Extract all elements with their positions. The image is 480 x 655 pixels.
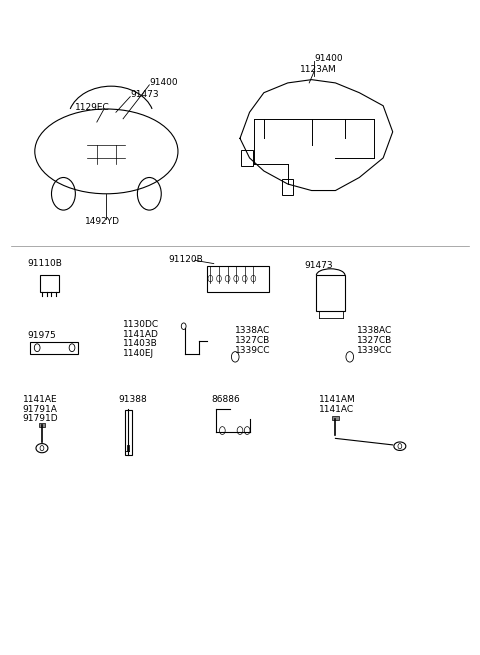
Text: 91388: 91388 xyxy=(118,395,147,403)
Bar xyxy=(206,265,269,291)
Text: 1141AE: 1141AE xyxy=(23,395,58,403)
Text: 91110B: 91110B xyxy=(28,259,62,268)
Text: 1141AC: 1141AC xyxy=(319,405,354,413)
Text: 1130DC: 1130DC xyxy=(123,320,159,329)
Bar xyxy=(124,410,132,455)
Text: 91400: 91400 xyxy=(314,54,343,64)
Text: 91791A: 91791A xyxy=(23,405,58,413)
Text: 1492YD: 1492YD xyxy=(85,217,120,226)
Text: 91120B: 91120B xyxy=(168,255,203,263)
Text: 91473: 91473 xyxy=(130,90,159,99)
Bar xyxy=(38,422,45,426)
Text: 1129EC: 1129EC xyxy=(75,103,110,111)
Text: 1338AC: 1338AC xyxy=(235,326,270,335)
Text: 1339CC: 1339CC xyxy=(357,346,393,355)
Text: 1339CC: 1339CC xyxy=(235,346,271,355)
Text: 1327CB: 1327CB xyxy=(357,336,392,345)
Text: 1338AC: 1338AC xyxy=(357,326,392,335)
Bar xyxy=(316,275,345,311)
Text: 1141AD: 1141AD xyxy=(123,329,159,339)
Text: 86886: 86886 xyxy=(211,395,240,403)
Text: 11403B: 11403B xyxy=(123,339,158,348)
Text: 91975: 91975 xyxy=(28,331,56,340)
Text: 1123AM: 1123AM xyxy=(300,66,336,75)
Text: 91400: 91400 xyxy=(149,79,178,87)
Text: 91473: 91473 xyxy=(304,261,333,270)
Bar xyxy=(332,416,339,420)
Bar xyxy=(241,150,253,166)
Text: 1141AM: 1141AM xyxy=(319,395,356,403)
Bar xyxy=(282,179,293,195)
Text: 91791D: 91791D xyxy=(23,415,59,423)
Text: 1327CB: 1327CB xyxy=(235,336,270,345)
Text: 1140EJ: 1140EJ xyxy=(123,349,154,358)
Bar xyxy=(30,342,78,354)
